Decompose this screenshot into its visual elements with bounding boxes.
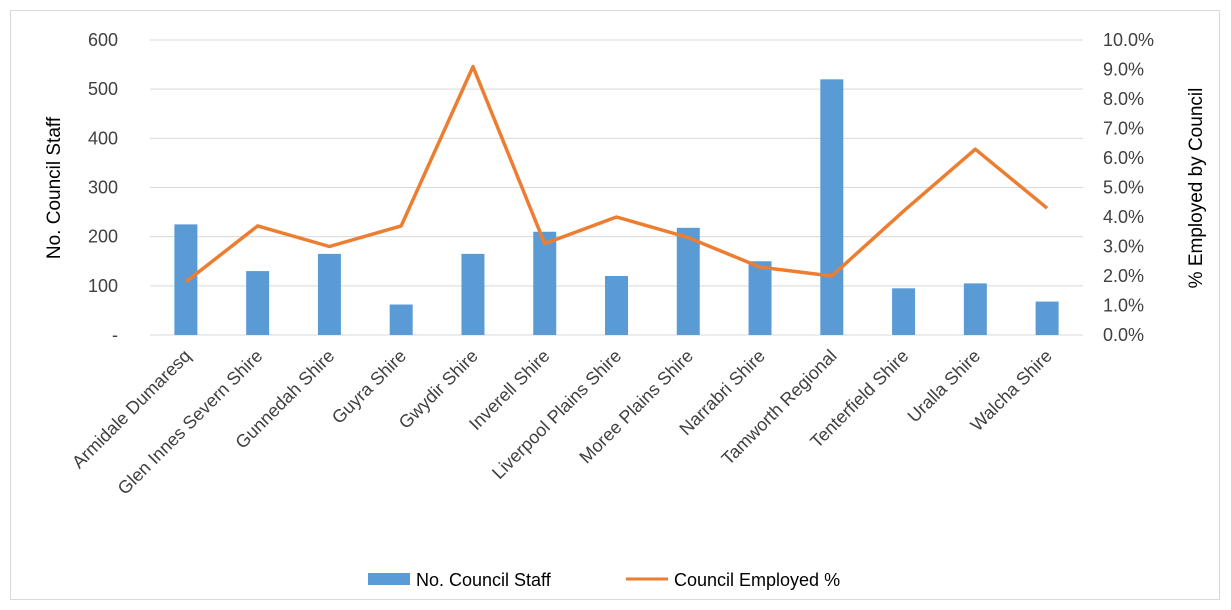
right-axis-ticks: 0.0% 1.0% 2.0% 3.0% 4.0% 5.0% 6.0% 7.0% 8.0% 9.0%…	[1103, 30, 1154, 345]
gridlines	[150, 39, 1083, 336]
left-tick-label: 100	[88, 276, 118, 296]
left-tick-label: -	[112, 325, 118, 345]
left-tick-label: 300	[88, 178, 118, 198]
right-tick-label: 9.0%	[1103, 60, 1144, 80]
left-tick-label: 600	[88, 30, 118, 50]
right-tick-label: 3.0%	[1103, 237, 1144, 257]
legend-label-line: Council Employed %	[674, 570, 840, 590]
bar	[246, 271, 270, 335]
legend: No. Council Staff Council Employed %	[368, 570, 840, 590]
right-tick-label: 7.0%	[1103, 119, 1144, 139]
right-tick-label: 5.0%	[1103, 178, 1144, 198]
bar	[174, 224, 198, 335]
line-series	[184, 64, 1049, 284]
left-tick-label: 200	[88, 227, 118, 247]
bar	[317, 253, 341, 335]
bar	[389, 304, 413, 335]
left-tick-label: 400	[88, 128, 118, 148]
right-tick-label: 4.0%	[1103, 207, 1144, 227]
category-label: Glen Innes Severn Shire	[114, 346, 267, 499]
legend-swatch-bar	[368, 573, 410, 585]
bar	[748, 261, 772, 335]
bar	[605, 276, 628, 335]
legend-label-bar: No. Council Staff	[416, 570, 552, 590]
category-label: Armidale Dumaresq	[68, 346, 195, 473]
right-tick-label: 6.0%	[1103, 148, 1144, 168]
right-tick-label: 0.0%	[1103, 325, 1144, 345]
bar	[461, 253, 485, 335]
left-tick-label: 500	[88, 79, 118, 99]
left-axis-ticks: - 100 200 300 400 500 600	[88, 30, 118, 345]
left-axis-title: No. Council Staff	[44, 116, 65, 259]
category-label: Liverpool Plains Shire	[488, 346, 625, 483]
bar	[820, 79, 844, 335]
right-tick-label: 10.0%	[1103, 30, 1154, 50]
right-axis-title: % Employed by Council	[1186, 88, 1207, 289]
bar	[892, 288, 916, 335]
right-tick-label: 2.0%	[1103, 266, 1144, 286]
bar-series	[174, 79, 1059, 335]
bar	[533, 231, 557, 335]
right-tick-label: 1.0%	[1103, 296, 1144, 316]
line-path	[184, 64, 1049, 284]
bar	[963, 283, 987, 335]
bar	[676, 227, 700, 335]
bar	[1035, 301, 1059, 335]
right-tick-label: 8.0%	[1103, 89, 1144, 109]
